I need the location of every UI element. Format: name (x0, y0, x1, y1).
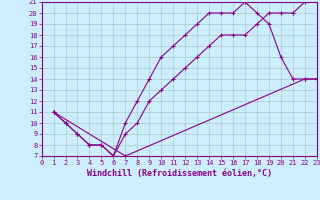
X-axis label: Windchill (Refroidissement éolien,°C): Windchill (Refroidissement éolien,°C) (87, 169, 272, 178)
